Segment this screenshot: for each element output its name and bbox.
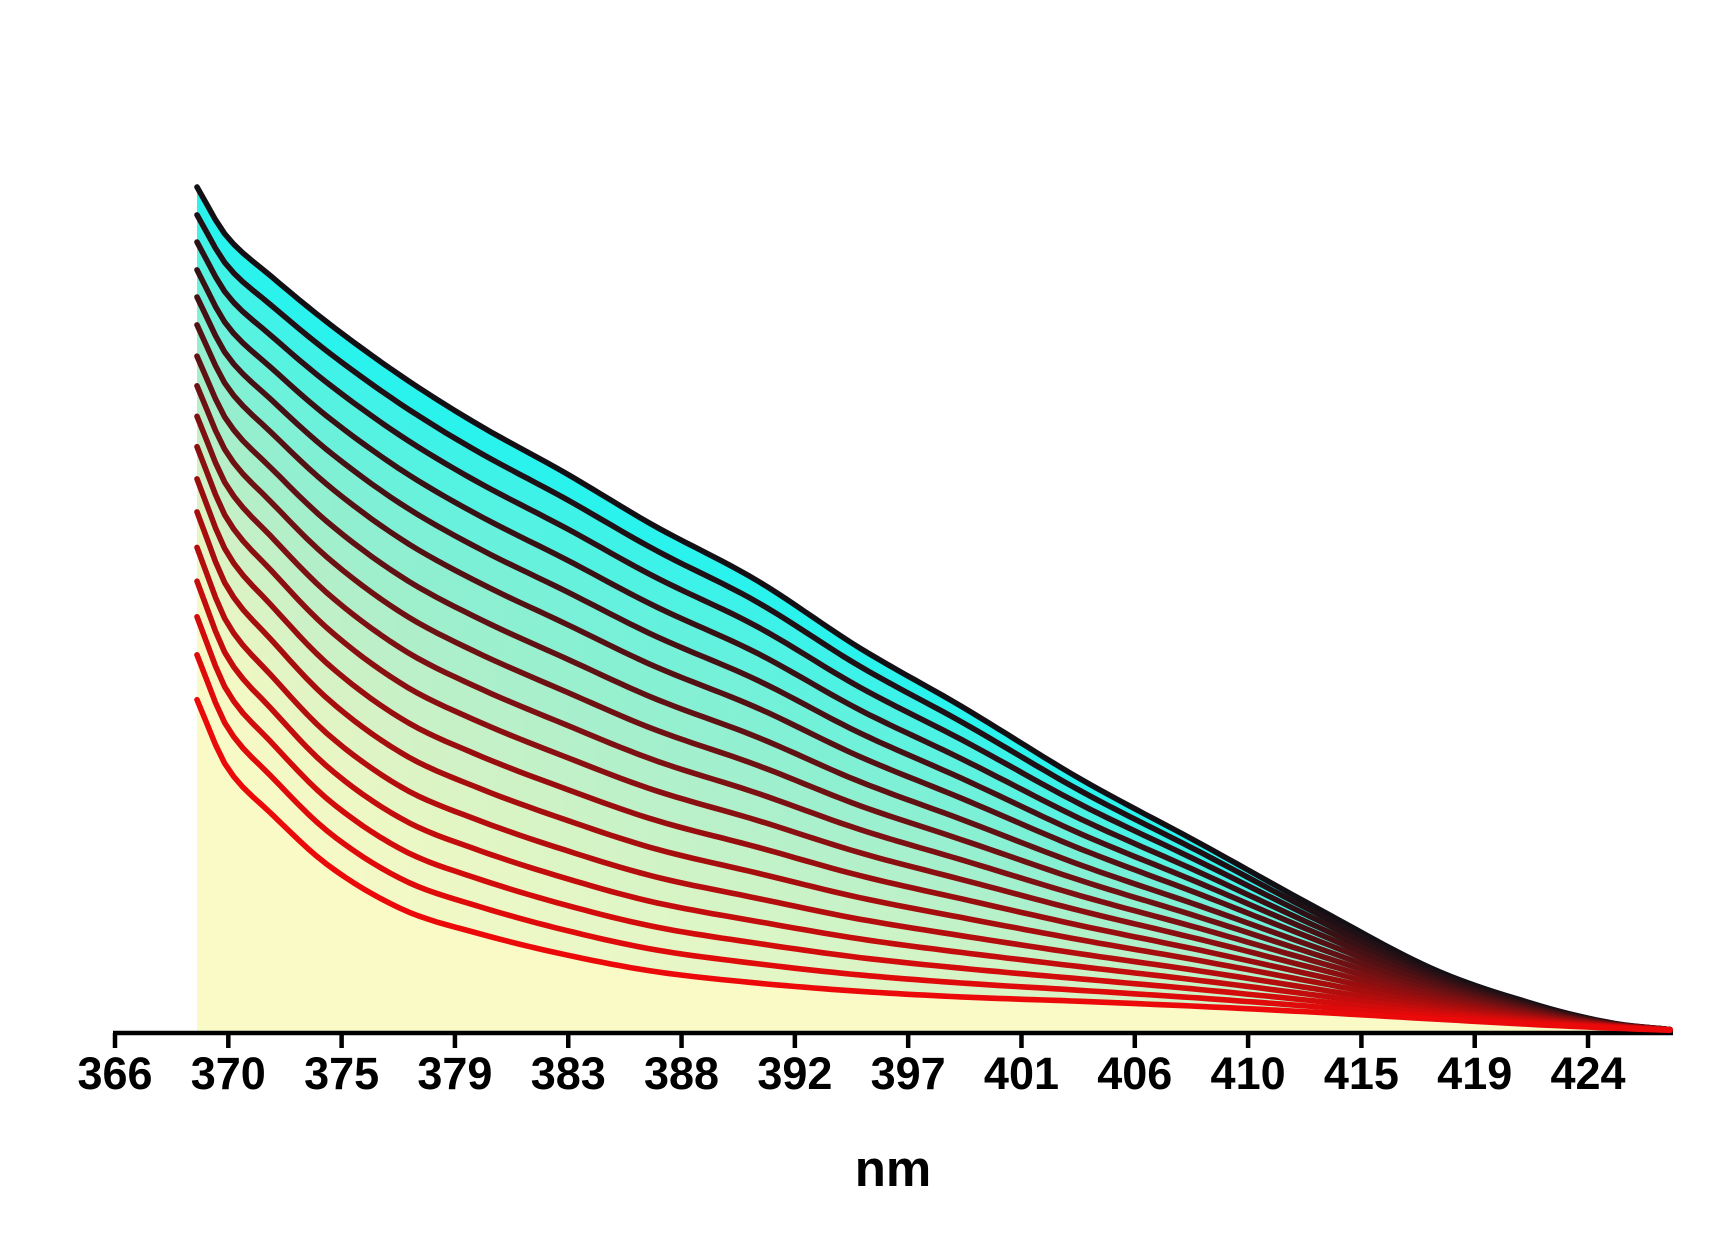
spectrum-curve	[194, 294, 1673, 1033]
x-tick-label: 392	[757, 1048, 832, 1099]
spectrum-band-fill	[197, 654, 1670, 1031]
spectrum-curve	[194, 652, 1673, 1033]
x-tick-label: 383	[531, 1048, 606, 1099]
spectrum-band-fill	[197, 616, 1670, 1031]
spectrum-curve	[194, 383, 1673, 1033]
x-tick-label: 370	[191, 1048, 266, 1099]
spectrum-curve	[194, 544, 1673, 1033]
spectrum-curve	[194, 578, 1673, 1033]
x-tick-label: 419	[1437, 1048, 1512, 1099]
spectrum-curve	[194, 353, 1673, 1033]
x-tick-label: 379	[417, 1048, 492, 1099]
x-tick-label: 397	[871, 1048, 946, 1099]
spectrum-curve	[194, 443, 1673, 1033]
spectrum-band-fill	[197, 446, 1670, 1030]
x-tick-label: 415	[1324, 1048, 1399, 1099]
spectrum-curve	[194, 212, 1673, 1033]
spectrum-curve	[194, 239, 1673, 1033]
x-tick-label: 401	[984, 1048, 1059, 1099]
x-tick-label: 366	[77, 1048, 152, 1099]
spectrum-curve	[194, 696, 1673, 1034]
x-tick-label: 388	[644, 1048, 719, 1099]
curve-strokes	[194, 184, 1673, 1034]
spectrum-curve	[194, 322, 1673, 1033]
x-tick-label: 410	[1211, 1048, 1286, 1099]
spectrum-curve	[194, 413, 1673, 1033]
x-axis-title: nm	[855, 1140, 932, 1197]
spectrum-band-fill	[197, 416, 1670, 1030]
x-tick-label: 406	[1097, 1048, 1172, 1099]
spectrum-curve	[194, 614, 1673, 1033]
spectrum-curve	[194, 267, 1673, 1033]
spectrum-curve	[194, 509, 1673, 1033]
x-tick-label: 375	[304, 1048, 379, 1099]
spectrum-band-fill	[197, 511, 1670, 1030]
x-tick-label: 424	[1550, 1048, 1625, 1099]
band-fills	[197, 187, 1670, 1033]
x-axis: 366 370 375 379 383 388 392 397 401 406 410 415 419 4…	[77, 1030, 1673, 1197]
spectrum-curve	[194, 476, 1673, 1033]
bottom-area-fill	[197, 699, 1670, 1033]
